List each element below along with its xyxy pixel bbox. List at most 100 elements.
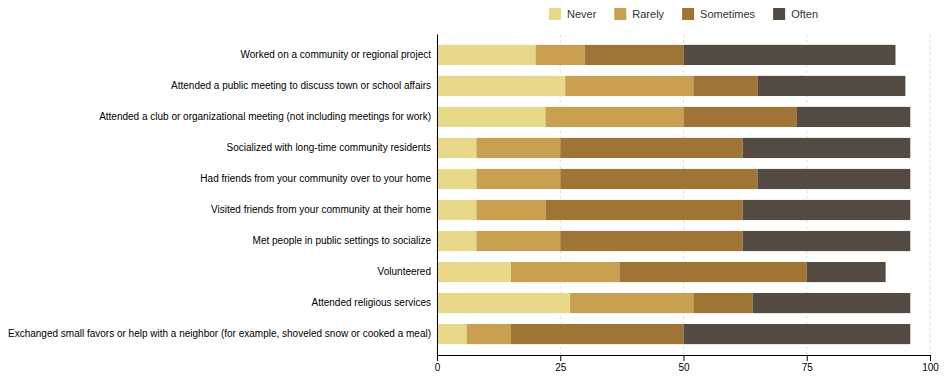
tick-label: Exchanged small favors or help with a ne… [8,328,431,339]
bars [437,45,910,344]
bar [437,169,476,189]
tick: Socialized with long-time community resi… [226,142,431,153]
tick-label: 0 [435,362,441,373]
bar [757,169,910,189]
tick-label: 100 [922,362,939,373]
bar [511,324,684,344]
tick-label: Attended religious services [311,297,431,308]
bar [437,76,565,96]
bar [437,324,467,344]
bar [684,324,911,344]
chart-svg: 0 25 50 75 100 Worked on a community or regio… [0,0,952,381]
tick-label: Socialized with long-time community resi… [226,142,431,153]
legend-label: Never [567,8,597,20]
legend-label: Rarely [632,8,664,20]
tick-mark [930,355,931,361]
tick: 0 [435,355,441,373]
tick: 100 [922,355,939,373]
bar [619,262,806,282]
bar [684,107,797,127]
tick: Exchanged small favors or help with a ne… [8,328,431,339]
legend-item: Often [773,8,818,20]
tick: Attended a club or organizational meetin… [99,111,431,122]
legend-item: Never [549,8,597,20]
bar [807,262,886,282]
x-axis: 0 25 50 75 100 [435,355,940,373]
legend-swatch [614,8,626,20]
tick: Attended religious services [311,297,431,308]
tick: 25 [555,355,567,373]
tick-mark [437,355,438,361]
bar [693,293,752,313]
tick: Met people in public settings to sociali… [253,235,432,246]
bar [560,138,742,158]
grid-line [930,34,931,355]
bar [476,138,560,158]
tick-label: 75 [802,362,814,373]
legend-swatch [773,8,785,20]
bar [570,293,693,313]
bar [560,231,742,251]
tick-label: 25 [555,362,567,373]
tick: 50 [678,355,690,373]
legend-swatch [682,8,694,20]
bar [797,107,910,127]
bar [545,200,742,220]
bar [757,76,905,96]
series [684,45,911,344]
bar [585,45,684,65]
bar [437,107,545,127]
bar [476,169,560,189]
tick-label: Attended a public meeting to discuss tow… [171,80,431,91]
tick-label: 50 [678,362,690,373]
y-axis: Worked on a community or regional projec… [8,35,438,356]
bar [476,231,560,251]
chart-container: 0 25 50 75 100 Worked on a community or regio… [0,0,952,381]
tick-label: Met people in public settings to sociali… [253,235,432,246]
bar [437,200,476,220]
bar [545,107,683,127]
tick-label: Worked on a community or regional projec… [241,49,432,60]
bar [467,324,511,344]
tick: Volunteered [378,266,431,277]
bar [693,76,757,96]
tick: 75 [802,355,814,373]
legend-item: Rarely [614,8,664,20]
tick-label: Attended a club or organizational meetin… [99,111,431,122]
grid [437,34,930,355]
legend-label: Sometimes [700,8,756,20]
tick-label: Had friends from your community over to … [200,173,431,184]
bar [743,231,911,251]
tick-mark [560,355,561,361]
legend: Never Rarely Sometimes Often [549,8,818,20]
bar [437,45,536,65]
bar [560,169,757,189]
tick-label: Visited friends from your community at t… [211,204,431,215]
series [467,45,694,344]
tick: Had friends from your community over to … [200,173,431,184]
series [437,45,570,344]
tick-label: Volunteered [378,266,431,277]
grid-line [437,34,438,355]
legend-label: Often [791,8,818,20]
bar [437,138,476,158]
axis-line [437,35,438,356]
tick-mark [684,355,685,361]
bar [565,76,693,96]
plot: 0 25 50 75 100 Worked on a community or regio… [8,34,939,373]
bar [511,262,619,282]
bar [437,231,476,251]
bar [437,262,511,282]
tick-mark [807,355,808,361]
tick: Visited friends from your community at t… [211,204,431,215]
bar [684,45,896,65]
bar [753,293,911,313]
legend-item: Sometimes [682,8,756,20]
bar [437,293,570,313]
legend-swatch [549,8,561,20]
tick: Worked on a community or regional projec… [241,49,432,60]
bar [536,45,585,65]
bar [476,200,545,220]
bar [743,200,911,220]
bar [743,138,911,158]
